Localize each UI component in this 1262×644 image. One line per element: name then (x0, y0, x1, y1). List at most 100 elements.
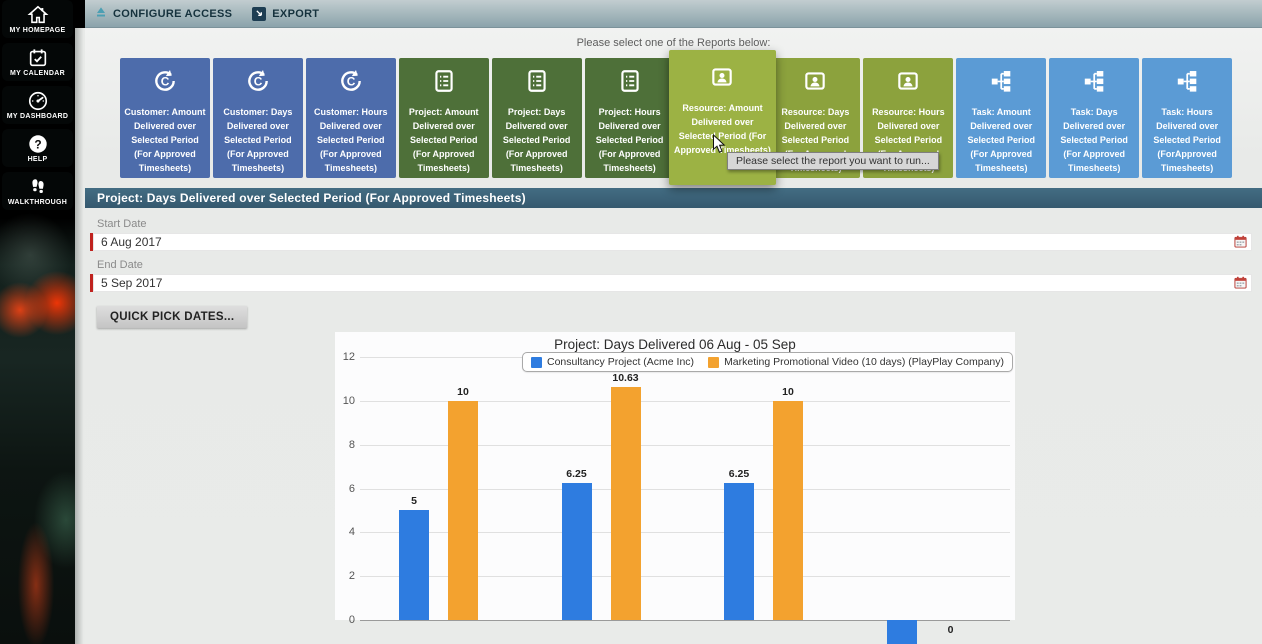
chart-legend: Consultancy Project (Acme Inc) Marketing … (522, 352, 1013, 372)
customer-refresh-icon: C (338, 68, 364, 106)
report-tile[interactable]: Project: Amount Delivered over Selected … (398, 58, 489, 178)
report-tile-label: Customer: Amount Delivered over Selected… (124, 107, 206, 173)
chart-title: Project: Days Delivered 06 Aug - 05 Sep (554, 337, 796, 352)
calendar-icon (2, 47, 73, 69)
home-icon (2, 4, 73, 26)
sidebar-item-label: MY HOMEPAGE (9, 27, 66, 34)
report-date-form: Start Date End Date QUICK PICK DATES... (85, 210, 1262, 328)
gridline (360, 532, 1010, 534)
bar-value-label: 6.25 (566, 468, 587, 481)
report-tile-label: Project: Hours Delivered over Selected P… (595, 107, 664, 173)
walkthrough-icon (2, 176, 73, 198)
calendar-picker-icon[interactable] (1234, 235, 1247, 253)
svg-text:C: C (161, 75, 170, 89)
end-date-label: End Date (97, 259, 143, 271)
x-axis-line (360, 620, 1010, 621)
bar-value-label: 10 (782, 385, 794, 398)
project-report-icon (431, 68, 457, 106)
report-tile-label: Task: Days Delivered over Selected Perio… (1060, 107, 1128, 173)
legend-swatch-icon (708, 356, 720, 368)
bar[interactable] (773, 400, 803, 620)
bar-clipped-below-axis[interactable] (886, 620, 917, 644)
help-icon: ? (2, 133, 73, 155)
bar-value-label: 10 (457, 385, 469, 398)
report-tile-label: Resource: Amount Delivered over Selected… (674, 103, 771, 155)
sidebar-item-help[interactable]: ? HELP (2, 129, 73, 167)
configure-access-button[interactable]: CONFIGURE ACCESS (95, 6, 232, 21)
report-tile-slot: C Customer: Days Delivered over Selected … (212, 58, 303, 178)
sidebar-item-my-homepage[interactable]: MY HOMEPAGE (2, 0, 73, 38)
sidebar-item-label: MY CALENDAR (10, 70, 65, 77)
report-tile-slot: Task: Days Delivered over Selected Perio… (1049, 58, 1140, 178)
legend-swatch-icon (531, 356, 542, 368)
quick-pick-dates-button[interactable]: QUICK PICK DATES... (97, 306, 248, 328)
report-tile[interactable]: C Customer: Amount Delivered over Selecte… (120, 58, 210, 178)
report-tile-slot: Task: Hours Delivered over Selected Peri… (1142, 58, 1233, 178)
report-tile-slot: Project: Hours Delivered over Selected P… (584, 58, 675, 178)
report-tile-slot: C Customer: Hours Delivered over Selected… (305, 58, 396, 178)
report-chart: Project: Days Delivered 06 Aug - 05 Sep … (335, 332, 1015, 644)
report-tile-slot: Task: Amount Delivered over Selected Per… (956, 58, 1047, 178)
report-tile[interactable]: C Customer: Days Delivered over Selected … (212, 58, 303, 178)
start-date-row (90, 233, 1252, 251)
export-button[interactable]: EXPORT (252, 6, 319, 21)
sidebar-item-walkthrough[interactable]: WALKTHROUGH (2, 172, 73, 210)
task-hierarchy-icon (1081, 68, 1107, 106)
report-tile[interactable]: Project: Days Delivered over Selected Pe… (491, 58, 582, 178)
sidebar: MY HOMEPAGE MY CALENDAR MY DASHBOARD ? H… (0, 0, 85, 644)
report-tile[interactable]: Project: Hours Delivered over Selected P… (584, 58, 675, 178)
calendar-picker-icon[interactable] (1234, 276, 1247, 294)
chart-card: Project: Days Delivered 06 Aug - 05 Sep … (335, 332, 1015, 644)
legend-item[interactable]: Marketing Promotional Video (10 days) (P… (708, 356, 1004, 368)
svg-text:C: C (346, 75, 355, 89)
report-tiles-row: C Customer: Amount Delivered over Selecte… (120, 50, 1233, 185)
project-report-icon (617, 68, 643, 106)
chart-plot-area: 0 2 4 6 8 10 12 5 6.25 6.25 10 10.63 10 0 (343, 351, 1010, 644)
bar-value-label: 6.25 (728, 468, 750, 481)
sidebar-edge-divider (75, 28, 85, 644)
y-axis-tick-label: 0 (348, 614, 355, 626)
y-axis-tick-label: 8 (348, 438, 355, 451)
sidebar-item-my-dashboard[interactable]: MY DASHBOARD (2, 86, 73, 124)
svg-text:C: C (254, 75, 263, 89)
legend-item[interactable]: Consultancy Project (Acme Inc) (531, 356, 694, 368)
top-toolbar: CONFIGURE ACCESS EXPORT (85, 0, 1262, 28)
y-axis-tick-label: 2 (348, 570, 355, 583)
start-date-input[interactable] (93, 233, 1222, 250)
y-axis-tick-label: 4 (348, 526, 355, 539)
sidebar-item-label: MY DASHBOARD (6, 113, 69, 120)
resource-person-icon (709, 64, 735, 102)
eject-up-icon (95, 6, 107, 21)
project-report-icon (524, 68, 550, 106)
gridline (360, 488, 1010, 490)
customer-refresh-icon: C (152, 68, 178, 106)
report-tile[interactable]: Task: Days Delivered over Selected Perio… (1049, 58, 1140, 178)
task-hierarchy-icon (1174, 68, 1200, 106)
dashboard-icon (2, 90, 73, 112)
report-tile-label: Customer: Days Delivered over Selected P… (223, 107, 293, 173)
report-tile[interactable]: Task: Amount Delivered over Selected Per… (956, 58, 1047, 178)
export-arrow-icon (252, 6, 267, 21)
bar[interactable] (399, 510, 429, 620)
configure-access-label: CONFIGURE ACCESS (113, 7, 233, 20)
bar[interactable] (448, 400, 478, 620)
gridline (360, 576, 1010, 578)
report-tile[interactable]: C Customer: Hours Delivered over Selected… (305, 58, 396, 178)
task-hierarchy-icon (988, 68, 1014, 106)
report-tile-label: Customer: Hours Delivered over Selected … (314, 107, 388, 173)
start-date-label: Start Date (97, 218, 147, 230)
resource-person-icon (895, 68, 921, 106)
bar-value-label: 10.63 (612, 372, 639, 385)
end-date-input[interactable] (93, 274, 1222, 291)
bar[interactable] (724, 483, 754, 620)
svg-text:?: ? (34, 138, 41, 152)
bar[interactable] (561, 483, 592, 620)
customer-refresh-icon: C (245, 68, 271, 106)
report-tile[interactable]: Task: Hours Delivered over Selected Peri… (1142, 58, 1233, 178)
sidebar-item-my-calendar[interactable]: MY CALENDAR (2, 43, 73, 81)
bar[interactable] (610, 387, 641, 620)
report-tile-slot: Project: Amount Delivered over Selected … (398, 58, 489, 178)
report-tile-label: Task: Hours Delivered over Selected Peri… (1153, 107, 1221, 173)
resource-person-icon (802, 68, 828, 106)
